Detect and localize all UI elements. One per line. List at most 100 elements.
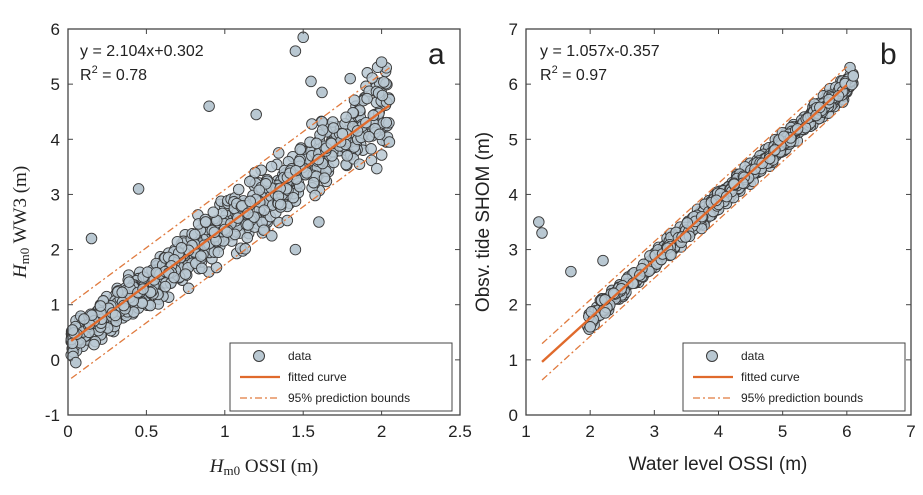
panel-a-fit-lines xyxy=(70,67,391,379)
data-point xyxy=(371,162,383,175)
panel-b-legend: data fitted curve 95% prediction bounds xyxy=(682,342,906,412)
panel-a-legend-fit: fitted curve xyxy=(288,370,347,384)
panel-a-letter: a xyxy=(428,38,445,71)
data-point-outlier xyxy=(344,72,356,85)
x-tick-label: 0 xyxy=(63,422,72,441)
data-point xyxy=(376,89,389,102)
panel-a-equation: y = 2.104x+0.302 xyxy=(80,43,204,60)
data-point xyxy=(274,198,287,211)
y-tick-label: 1 xyxy=(509,351,518,370)
fitted-curve xyxy=(70,104,391,342)
data-point xyxy=(88,338,100,351)
data-point xyxy=(380,116,393,129)
data-point xyxy=(94,300,107,312)
data-point xyxy=(258,204,270,216)
data-point xyxy=(175,242,188,254)
x-tick-label: 2 xyxy=(377,422,386,441)
data-point xyxy=(244,195,256,208)
data-point xyxy=(78,313,90,325)
panel-b-ylabel: Obsv. tide SHOM (m) xyxy=(473,132,494,312)
data-point xyxy=(242,219,254,231)
x-tick-label: 2 xyxy=(585,422,594,441)
data-point xyxy=(196,262,208,275)
panel-a-legend-data: data xyxy=(288,349,312,363)
y-tick-label: 6 xyxy=(509,75,518,94)
lower-prediction-bound xyxy=(70,142,390,379)
data-point-outlier xyxy=(305,75,317,88)
y-tick-label: -1 xyxy=(45,406,60,425)
y-tick-label: 6 xyxy=(51,20,60,39)
data-point xyxy=(265,160,278,173)
data-point xyxy=(361,92,373,105)
data-point xyxy=(814,101,826,114)
panel-b-legend-data: data xyxy=(741,349,765,363)
data-point xyxy=(720,190,733,203)
data-point xyxy=(159,280,172,293)
data-point xyxy=(294,143,306,156)
x-tick-label: 3 xyxy=(650,422,659,441)
data-point xyxy=(189,228,201,241)
data-point-outlier xyxy=(289,45,302,57)
data-point xyxy=(199,216,212,228)
panel-a-legend-bounds: 95% prediction bounds xyxy=(288,391,410,405)
data-point-outlier xyxy=(313,216,325,228)
data-point-outlier xyxy=(203,100,215,112)
data-point xyxy=(327,122,340,134)
data-point xyxy=(365,143,377,155)
x-tick-label: 7 xyxy=(906,422,915,441)
data-point xyxy=(599,307,611,319)
x-tick-label: 1 xyxy=(220,422,229,441)
data-point xyxy=(310,137,323,150)
x-tick-label: 1 xyxy=(521,422,530,441)
data-point-outlier xyxy=(597,254,609,267)
y-tick-label: 3 xyxy=(51,185,60,204)
data-point-outlier xyxy=(70,356,82,369)
panel-b-r2: R2 = 0.97 xyxy=(540,64,607,84)
panel-b-fit-lines xyxy=(541,66,848,381)
panel-b-axes-frame xyxy=(525,28,912,416)
data-point xyxy=(634,269,646,281)
data-point xyxy=(109,309,122,322)
x-tick-label: 4 xyxy=(714,422,723,441)
data-point xyxy=(307,176,320,189)
data-point xyxy=(318,172,331,184)
data-point xyxy=(244,175,256,188)
y-tick-label: 2 xyxy=(509,296,518,315)
y-tick-label: 0 xyxy=(509,406,518,425)
x-tick-label: 6 xyxy=(842,422,851,441)
data-point xyxy=(207,206,220,218)
upper-prediction-bound xyxy=(541,66,848,345)
y-tick-label: 1 xyxy=(51,296,60,315)
x-tick-label: 5 xyxy=(778,422,787,441)
panel-a-points xyxy=(65,31,396,369)
data-point xyxy=(210,261,223,274)
lower-prediction-bound xyxy=(541,102,848,381)
data-point xyxy=(281,214,294,227)
data-point xyxy=(375,149,388,161)
data-point xyxy=(212,246,225,259)
data-point-outlier xyxy=(533,216,545,228)
data-point-outlier xyxy=(565,265,577,278)
data-point xyxy=(366,72,378,84)
data-point-outlier xyxy=(375,56,388,68)
data-point xyxy=(195,250,207,262)
y-tick-label: 3 xyxy=(509,241,518,260)
panel-b-legend-fit: fitted curve xyxy=(741,370,800,384)
y-tick-label: 4 xyxy=(51,130,60,149)
data-point xyxy=(241,231,254,244)
panel-a-legend: data fitted curve 95% prediction bounds xyxy=(229,342,453,412)
panel-b-letter: b xyxy=(880,38,897,71)
panel-a-xlabel: Hm0 OSSI (m) xyxy=(209,456,318,478)
data-point-outlier xyxy=(289,243,302,256)
data-point xyxy=(309,189,321,202)
data-point xyxy=(353,158,366,170)
panel-a-ylabel: Hm0 WW3 (m) xyxy=(10,166,32,279)
panel-b-legend-bounds: 95% prediction bounds xyxy=(741,391,863,405)
y-tick-label: 4 xyxy=(509,185,518,204)
panel-a-r2: R2 = 0.78 xyxy=(80,64,147,84)
data-point-outlier xyxy=(250,108,262,121)
y-tick-label: 5 xyxy=(51,75,60,94)
